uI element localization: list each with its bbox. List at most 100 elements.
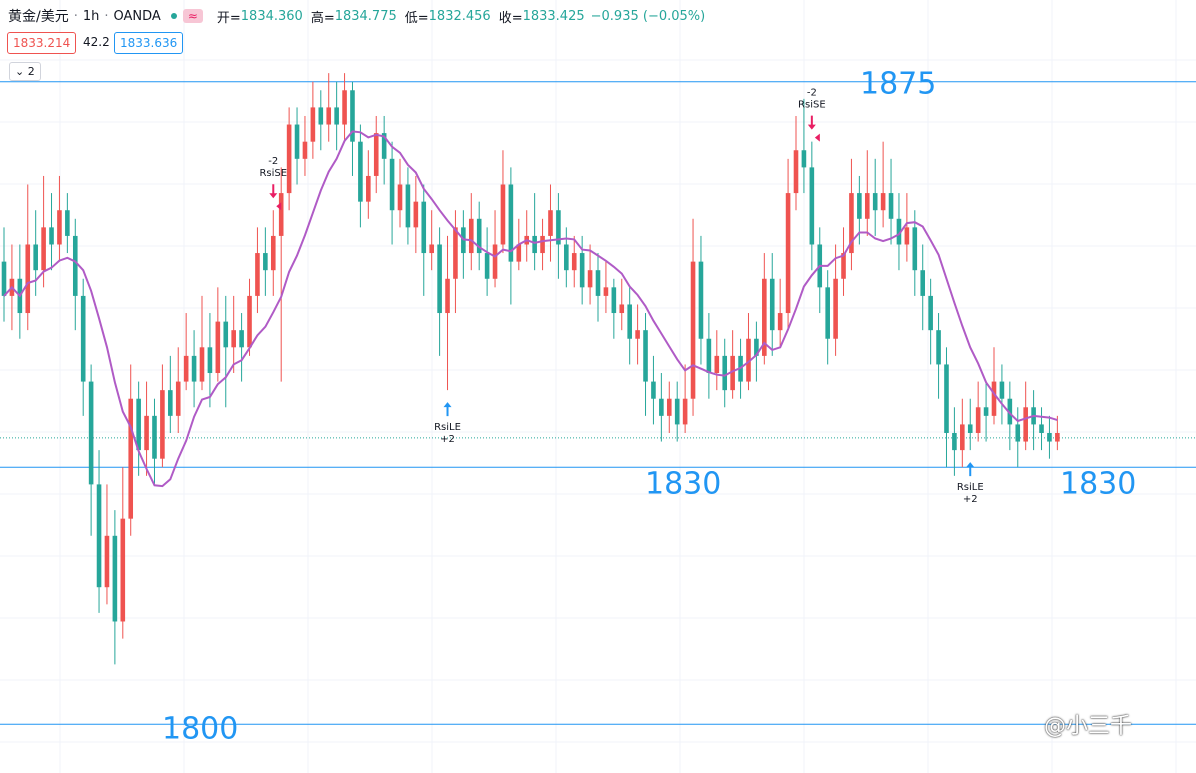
indicator-count: 2 (27, 65, 35, 78)
interval[interactable]: 1h (82, 8, 100, 24)
approx-icon[interactable]: ≈ (182, 9, 203, 23)
candle-body (769, 278, 775, 331)
candle-body (453, 227, 458, 279)
exchange: OANDA (113, 8, 161, 24)
candle-body (785, 193, 791, 314)
symbol-name[interactable]: 黄金/美元 (8, 9, 69, 25)
candle (421, 184, 427, 296)
candle-body (199, 347, 205, 382)
candle-body (270, 235, 276, 271)
candle (1055, 415, 1060, 451)
candle-body (960, 424, 965, 451)
candle (445, 235, 450, 391)
candle (817, 227, 823, 314)
candle (183, 313, 189, 391)
candle (461, 210, 466, 279)
triangle-icon (814, 133, 820, 142)
signal-RsiLE: RsiLE+2 (957, 462, 984, 505)
candle-body (793, 150, 799, 194)
candle (286, 107, 292, 211)
candle-body (801, 150, 807, 168)
signal-name: RsiLE (434, 422, 461, 433)
candle-body (635, 330, 640, 339)
candle (207, 313, 213, 408)
arrow-up-icon (443, 402, 452, 417)
candle-body (833, 278, 838, 339)
candle-body (991, 381, 997, 416)
candle-body (690, 261, 696, 399)
candle (1031, 390, 1036, 451)
candle-body (746, 338, 751, 382)
signal-name: RsiSE (798, 100, 826, 111)
candle (476, 201, 482, 271)
candle (651, 355, 656, 425)
candle-body (25, 244, 31, 314)
candle (80, 278, 86, 416)
candle (690, 218, 696, 416)
candle-body (144, 415, 149, 451)
candle-body (1055, 432, 1060, 442)
candle (294, 107, 300, 185)
change-value: −0.935 (−0.05%) (590, 8, 706, 24)
buy-price-box[interactable]: 1833.636 (114, 32, 184, 54)
candle (801, 98, 807, 194)
candle-body (1023, 407, 1028, 442)
candle (49, 193, 54, 271)
candle-body (160, 390, 165, 459)
sell-price-box[interactable]: 1833.214 (7, 32, 77, 54)
candle (967, 398, 973, 451)
candle (777, 278, 783, 348)
candle (872, 158, 878, 236)
candle (247, 278, 252, 356)
candle (278, 167, 284, 382)
candle (587, 244, 593, 305)
signal-count: +2 (440, 434, 455, 445)
arrow-down-icon (807, 115, 816, 130)
level-label-extra: 1830 (1060, 466, 1136, 501)
candle-body (358, 141, 363, 202)
candle-body (207, 347, 213, 374)
candle (326, 73, 332, 142)
candle (635, 304, 640, 365)
candle (120, 467, 126, 639)
candle (983, 381, 989, 442)
candle (920, 244, 926, 331)
candle (833, 244, 838, 356)
candle-body (564, 244, 569, 271)
candle-body (445, 278, 450, 314)
candle (318, 90, 324, 151)
candle (999, 364, 1005, 425)
candle (1047, 415, 1052, 459)
candle-body (112, 535, 118, 622)
candle (603, 261, 609, 314)
candle (231, 295, 236, 374)
signal-name: RsiSE (259, 168, 287, 179)
candle-body (999, 381, 1005, 399)
candle (508, 167, 514, 305)
candle-body (168, 390, 173, 416)
candle-body (714, 355, 720, 374)
arrow-up-icon (966, 462, 975, 477)
candle-body (49, 227, 54, 245)
candle-body (397, 184, 403, 211)
candle-body (476, 218, 482, 254)
indicator-toggle[interactable]: ⌄ 2 (9, 62, 41, 81)
candle-body (579, 253, 585, 288)
arrow-down-icon (269, 184, 278, 199)
candle (389, 141, 395, 245)
candle (904, 193, 910, 262)
candle-body (611, 287, 617, 314)
candle (540, 218, 545, 271)
open-value: 1834.360 (240, 8, 303, 24)
candle (57, 175, 62, 262)
candle-body (437, 244, 442, 314)
candle-body (175, 381, 181, 416)
candle-body (136, 398, 141, 451)
candle-body (975, 407, 981, 433)
candle-body (484, 253, 490, 279)
candle (397, 158, 403, 228)
candle-body (643, 330, 648, 382)
ma-line (3, 130, 1058, 488)
